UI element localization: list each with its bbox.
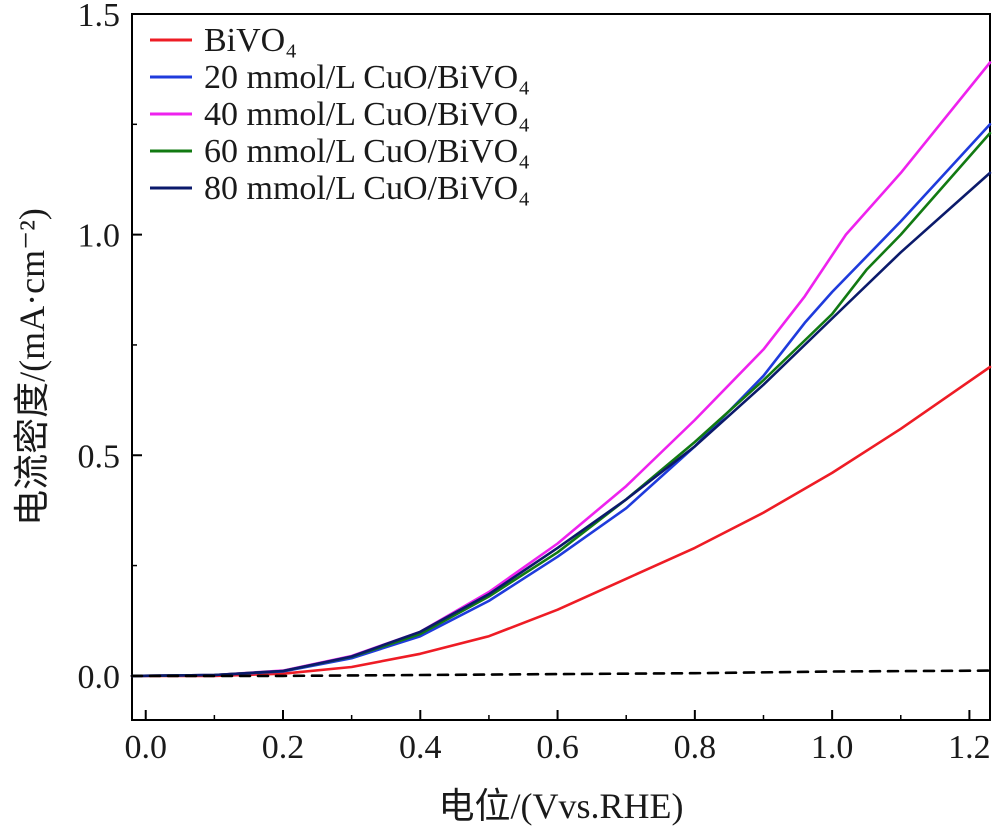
x-tick-label: 0.2 [262,729,305,766]
y-tick-label: 1.0 [78,218,121,255]
series-line-0 [130,365,992,678]
legend-entry: BiVO₄ [204,22,297,59]
x-axis: 0.0 0.2 0.4 0.6 0.8 1.0 1.2 [124,710,991,766]
series-line-4 [130,171,992,678]
legend-entry: 60 mmol/L CuO/BiVO₄ [204,133,530,170]
legend-entry: 40 mmol/L CuO/BiVO₄ [204,96,530,133]
x-tick-label: 0.0 [124,729,167,766]
series-line-3 [130,131,992,678]
y-axis-title: 电流密度/(mA·cm⁻²) [12,208,52,526]
plot-area [130,13,992,721]
y-tick-label: 1.5 [78,0,121,34]
series-line-1 [130,123,992,678]
x-tick-label: 1.2 [948,729,991,766]
y-axis: 0.0 0.5 1.0 1.5 [78,0,142,696]
legend-entry: 20 mmol/L CuO/BiVO₄ [204,59,530,96]
series-layer [130,61,992,678]
x-tick-label: 0.6 [536,729,579,766]
x-axis-title: 电位/(Vvs.RHE) [439,786,684,826]
x-tick-label: 0.8 [674,729,717,766]
baseline-dashed-line [130,669,992,678]
y-tick-label: 0.5 [78,438,121,475]
y-tick-label: 0.0 [78,659,121,696]
legend-entry: 80 mmol/L CuO/BiVO₄ [204,170,530,207]
x-tick-label: 0.4 [399,729,442,766]
x-tick-label: 1.0 [811,729,854,766]
